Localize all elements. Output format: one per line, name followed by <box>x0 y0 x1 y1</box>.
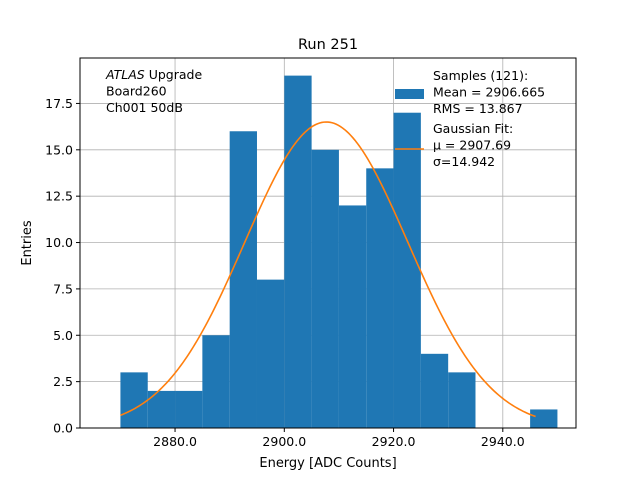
legend-fit-text: Gaussian Fit: <box>433 121 513 136</box>
x-tick-label: 2900.0 <box>262 434 306 449</box>
gaussian-fit-curve <box>120 121 536 418</box>
histogram-bar <box>338 205 367 428</box>
legend-fit-text: μ = 2907.69 <box>433 138 511 153</box>
histogram-bar <box>366 168 394 428</box>
y-tick-label: 15.0 <box>45 142 73 157</box>
annotation-text: ATLAS Upgrade Board260 Ch001 50dB <box>105 67 202 115</box>
histogram-bar <box>448 372 476 428</box>
y-axis-ticks: 0.0 2.5 5.0 7.5 10.0 12.5 15.0 17.5 <box>45 96 80 436</box>
histogram-bar <box>175 390 203 428</box>
histogram-bars <box>120 75 558 428</box>
y-tick-label: 0.0 <box>53 421 73 436</box>
legend: Samples (121): Mean = 2906.665 RMS = 13.… <box>395 68 545 169</box>
x-axis-ticks: 2880.0 2900.0 2920.0 2940.0 <box>153 428 525 449</box>
legend-hist-text: Samples (121): <box>433 68 528 83</box>
x-tick-label: 2940.0 <box>481 434 525 449</box>
histogram-bar <box>530 409 558 428</box>
x-tick-label: 2920.0 <box>372 434 416 449</box>
histogram-bar <box>229 131 257 428</box>
chart-title: Run 251 <box>298 37 358 53</box>
annotation-normal: Board260 <box>106 84 167 99</box>
legend-hist-text: RMS = 13.867 <box>433 101 523 116</box>
legend-hist-text: Mean = 2906.665 <box>433 85 545 100</box>
annotation-line: ATLAS Upgrade <box>105 67 202 82</box>
y-tick-label: 2.5 <box>53 374 73 389</box>
histogram-bar <box>284 75 312 428</box>
legend-fit-text: σ=14.942 <box>433 154 495 169</box>
y-tick-label: 17.5 <box>45 96 73 111</box>
x-tick-label: 2880.0 <box>153 434 197 449</box>
annotation-line: Ch001 50dB <box>106 100 183 115</box>
y-tick-label: 12.5 <box>45 189 73 204</box>
y-tick-label: 7.5 <box>53 281 73 296</box>
y-tick-label: 10.0 <box>45 235 73 250</box>
y-tick-label: 5.0 <box>53 328 73 343</box>
annotation-line: Board260 <box>106 84 167 99</box>
histogram-bar <box>393 112 421 428</box>
histogram-bar <box>420 353 449 428</box>
legend-hist-swatch <box>395 89 424 99</box>
histogram-bar <box>256 279 285 428</box>
y-axis-label: Entries <box>20 220 35 266</box>
histogram-bar <box>311 149 339 428</box>
annotation-normal: Ch001 50dB <box>106 100 183 115</box>
x-axis-label: Energy [ADC Counts] <box>259 456 396 471</box>
annotation-normal: Upgrade <box>145 67 203 82</box>
histogram-bar <box>120 372 148 428</box>
annotation-italic: ATLAS <box>105 67 145 82</box>
gaussian-fit <box>120 121 536 418</box>
histogram-bar <box>202 335 230 428</box>
